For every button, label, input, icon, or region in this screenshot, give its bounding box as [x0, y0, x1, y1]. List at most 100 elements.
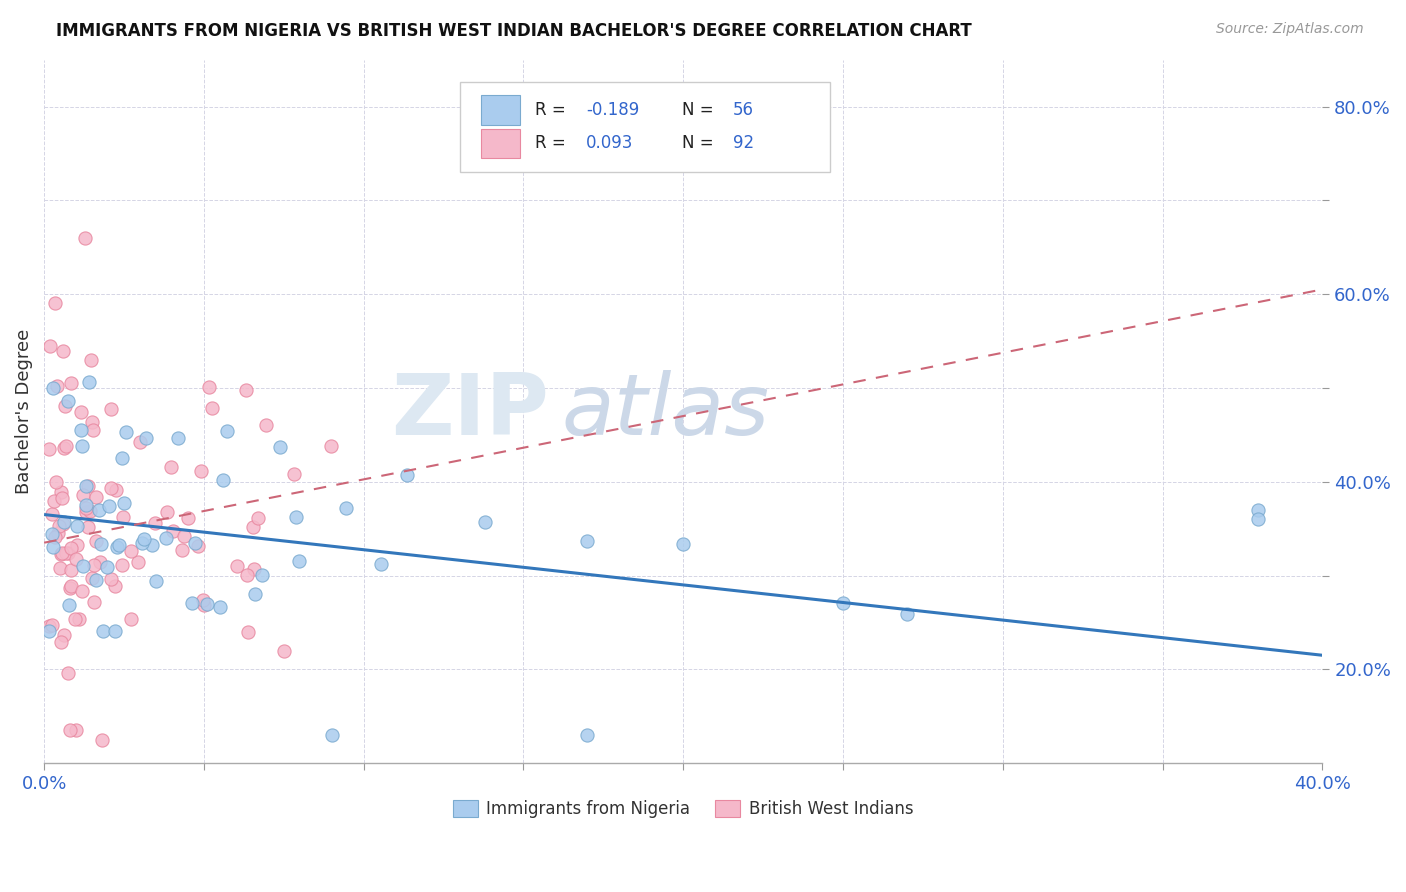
Y-axis label: Bachelor's Degree: Bachelor's Degree — [15, 329, 32, 494]
Text: N =: N = — [682, 102, 718, 120]
Point — [82, 415, 104, 429]
Point — [53, 399, 76, 413]
Point — [91, 624, 114, 638]
Point — [112, 496, 135, 510]
Point — [77, 376, 100, 390]
Point — [211, 473, 233, 487]
Point — [145, 574, 167, 589]
Point — [104, 624, 127, 638]
Point — [51, 343, 73, 358]
Point — [127, 555, 149, 569]
Point — [283, 467, 305, 482]
Point — [79, 504, 101, 518]
Point — [269, 440, 291, 454]
Point — [105, 541, 128, 555]
Point — [100, 401, 122, 416]
Point — [75, 479, 97, 493]
Point — [97, 500, 120, 514]
Point — [83, 595, 105, 609]
Legend: Immigrants from Nigeria, British West Indians: Immigrants from Nigeria, British West In… — [446, 794, 920, 825]
Text: atlas: atlas — [562, 370, 770, 453]
Point — [49, 548, 72, 562]
Point — [190, 464, 212, 478]
Point — [51, 491, 73, 505]
Point — [166, 431, 188, 445]
Point — [52, 516, 75, 531]
Point — [77, 520, 100, 534]
Point — [141, 538, 163, 552]
Point — [273, 643, 295, 657]
Point — [41, 617, 63, 632]
Point — [576, 533, 599, 548]
Point — [111, 451, 134, 466]
Point — [65, 723, 87, 738]
Point — [474, 515, 496, 529]
Point — [236, 624, 259, 639]
Point — [63, 612, 86, 626]
Text: N =: N = — [682, 135, 718, 153]
Point — [55, 546, 77, 560]
Point — [80, 571, 103, 585]
Point — [111, 558, 134, 572]
Point — [70, 584, 93, 599]
Point — [1247, 512, 1270, 526]
Point — [89, 556, 111, 570]
Point — [70, 423, 93, 437]
Point — [38, 442, 60, 456]
Point — [285, 510, 308, 524]
Point — [70, 439, 93, 453]
Text: 0.093: 0.093 — [586, 135, 634, 153]
Point — [51, 546, 73, 560]
Point — [201, 401, 224, 415]
Point — [44, 530, 66, 544]
Point — [41, 527, 63, 541]
Point — [114, 425, 136, 439]
Point — [41, 507, 63, 521]
Point — [42, 494, 65, 508]
Point — [65, 519, 87, 533]
Text: 56: 56 — [733, 102, 754, 120]
Point — [84, 490, 107, 504]
Point — [66, 538, 89, 552]
Point — [197, 380, 219, 394]
Point — [832, 596, 855, 610]
Text: IMMIGRANTS FROM NIGERIA VS BRITISH WEST INDIAN BACHELOR'S DEGREE CORRELATION CHA: IMMIGRANTS FROM NIGERIA VS BRITISH WEST … — [56, 22, 972, 40]
Point — [208, 599, 231, 614]
Point — [217, 424, 239, 438]
Text: Source: ZipAtlas.com: Source: ZipAtlas.com — [1216, 22, 1364, 37]
Point — [191, 593, 214, 607]
Point — [53, 628, 76, 642]
Point — [59, 541, 82, 555]
Point — [70, 405, 93, 419]
Point — [225, 558, 247, 573]
Point — [250, 567, 273, 582]
Point — [129, 435, 152, 450]
Point — [287, 554, 309, 568]
Point — [49, 634, 72, 648]
Bar — [481, 95, 520, 125]
Point — [132, 532, 155, 546]
Point — [96, 560, 118, 574]
Point — [100, 481, 122, 495]
Point — [49, 484, 72, 499]
Point — [65, 552, 87, 566]
Point — [321, 728, 343, 742]
Point — [156, 505, 179, 519]
Point — [84, 573, 107, 587]
Point — [112, 509, 135, 524]
Point — [38, 618, 60, 632]
Point — [84, 534, 107, 549]
Point — [160, 460, 183, 475]
Point — [75, 505, 97, 519]
Point — [77, 478, 100, 492]
Point — [58, 666, 80, 681]
Point — [56, 393, 79, 408]
Point — [135, 431, 157, 445]
Point — [576, 728, 599, 742]
Bar — [481, 128, 520, 158]
Point — [184, 536, 207, 550]
Point — [44, 296, 66, 310]
Point — [1247, 503, 1270, 517]
Text: -0.189: -0.189 — [586, 102, 640, 120]
Point — [52, 516, 75, 530]
